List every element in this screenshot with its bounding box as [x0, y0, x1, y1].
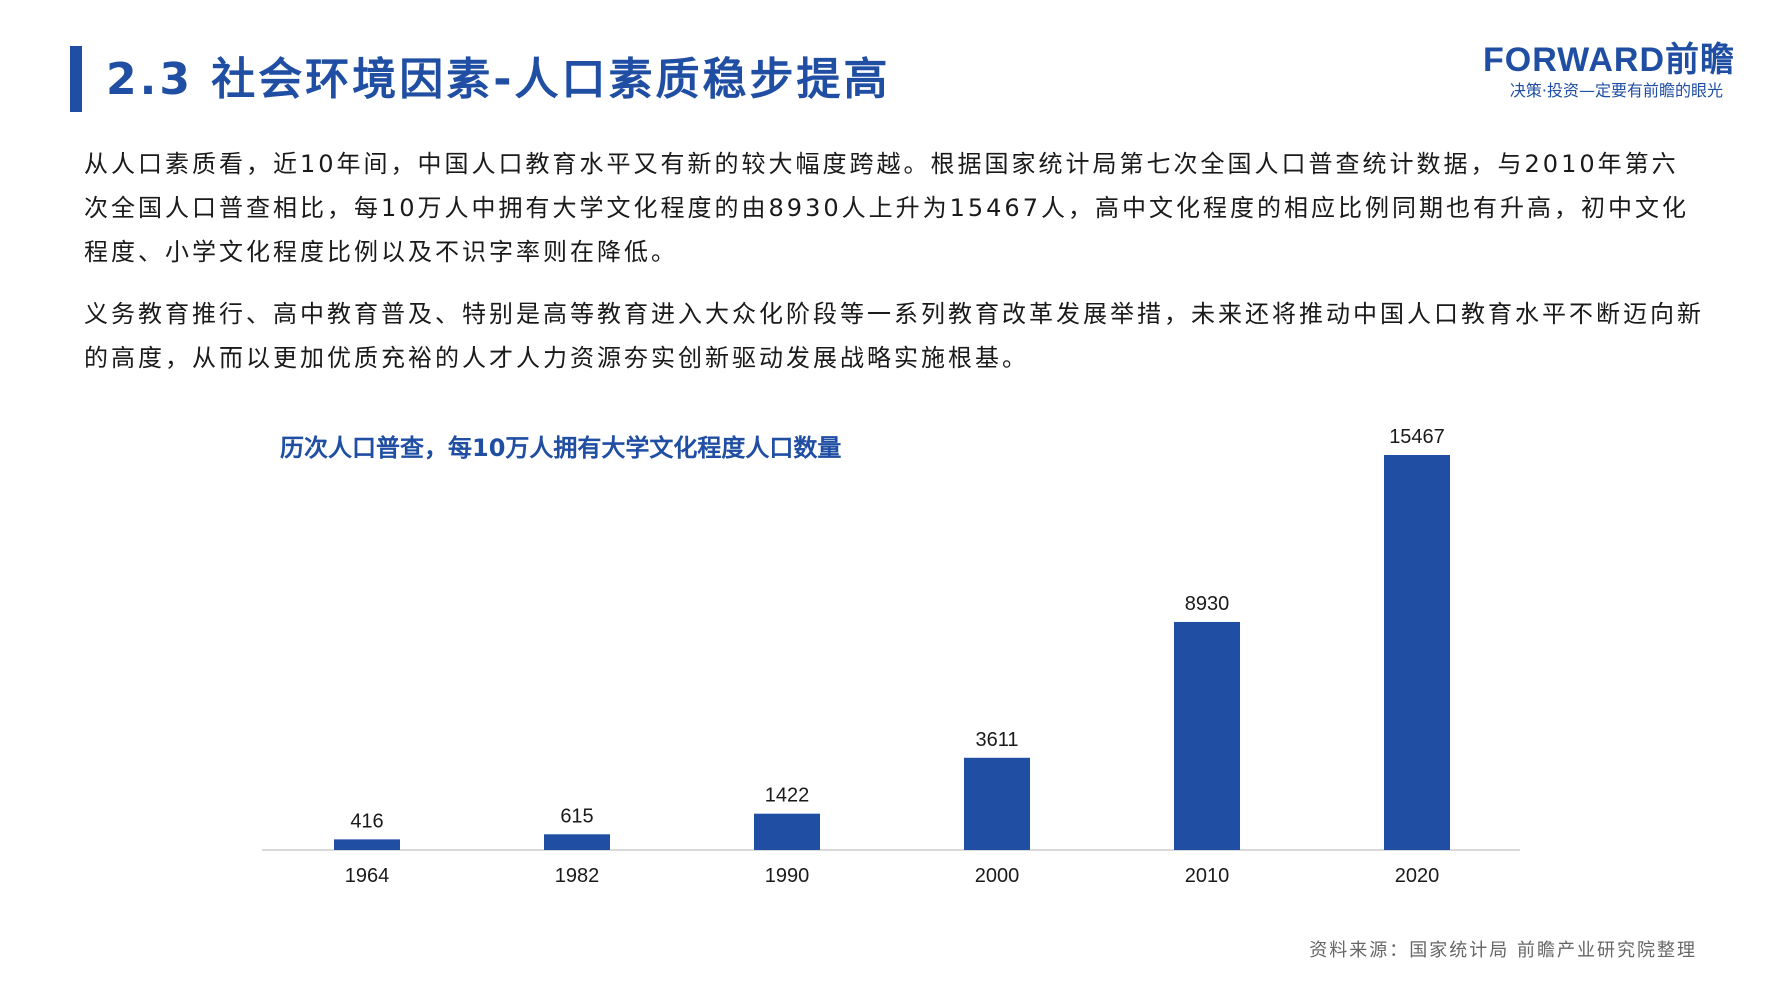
bar-2000: [964, 757, 1030, 850]
data-label-2020: 15467: [1389, 426, 1445, 448]
page-title: 2.3 社会环境因素-人口素质稳步提高: [106, 54, 891, 105]
x-tick-label-2020: 2020: [1395, 865, 1440, 887]
source-note: 资料来源：国家统计局 前瞻产业研究院整理: [1309, 940, 1697, 961]
data-label-1964: 416: [350, 810, 383, 832]
title-accent-bar: [70, 46, 82, 112]
bar-2020: [1384, 455, 1450, 850]
brand-logo: FORWARD前瞻 决策·投资—定要有前瞻的眼光: [1483, 40, 1736, 102]
logo-tagline: 决策·投资—定要有前瞻的眼光: [1509, 81, 1723, 100]
intro-paragraph-2: 义务教育推行、高中教育普及、特别是高等教育进入大众化阶段等一系列教育改革发展举措…: [84, 300, 1704, 372]
data-label-2000: 3611: [975, 729, 1018, 751]
x-tick-label-1982: 1982: [555, 865, 600, 887]
logo-wordmark: FORWARD前瞻: [1483, 41, 1736, 79]
bar-1990: [754, 813, 820, 850]
bar-1964: [334, 839, 400, 850]
bar-2010: [1174, 621, 1240, 850]
x-tick-label-2010: 2010: [1185, 865, 1230, 887]
x-tick-label-1990: 1990: [765, 865, 810, 887]
data-label-2010: 8930: [1185, 593, 1230, 615]
bar-1982: [544, 834, 610, 850]
chart-title: 历次人口普查，每10万人拥有大学文化程度人口数量: [280, 434, 842, 462]
x-tick-label-2000: 2000: [975, 865, 1020, 887]
bar-chart: 416 1964 615 1982 1422 1990 3611 2000 8930 2010 15…: [262, 426, 1520, 887]
data-label-1990: 1422: [765, 785, 810, 807]
data-label-1982: 615: [560, 805, 593, 827]
intro-paragraph-1: 从人口素质看，近10年间，中国人口教育水平又有新的较大幅度跨越。根据国家统计局第…: [84, 150, 1689, 266]
x-tick-label-1964: 1964: [345, 865, 390, 887]
